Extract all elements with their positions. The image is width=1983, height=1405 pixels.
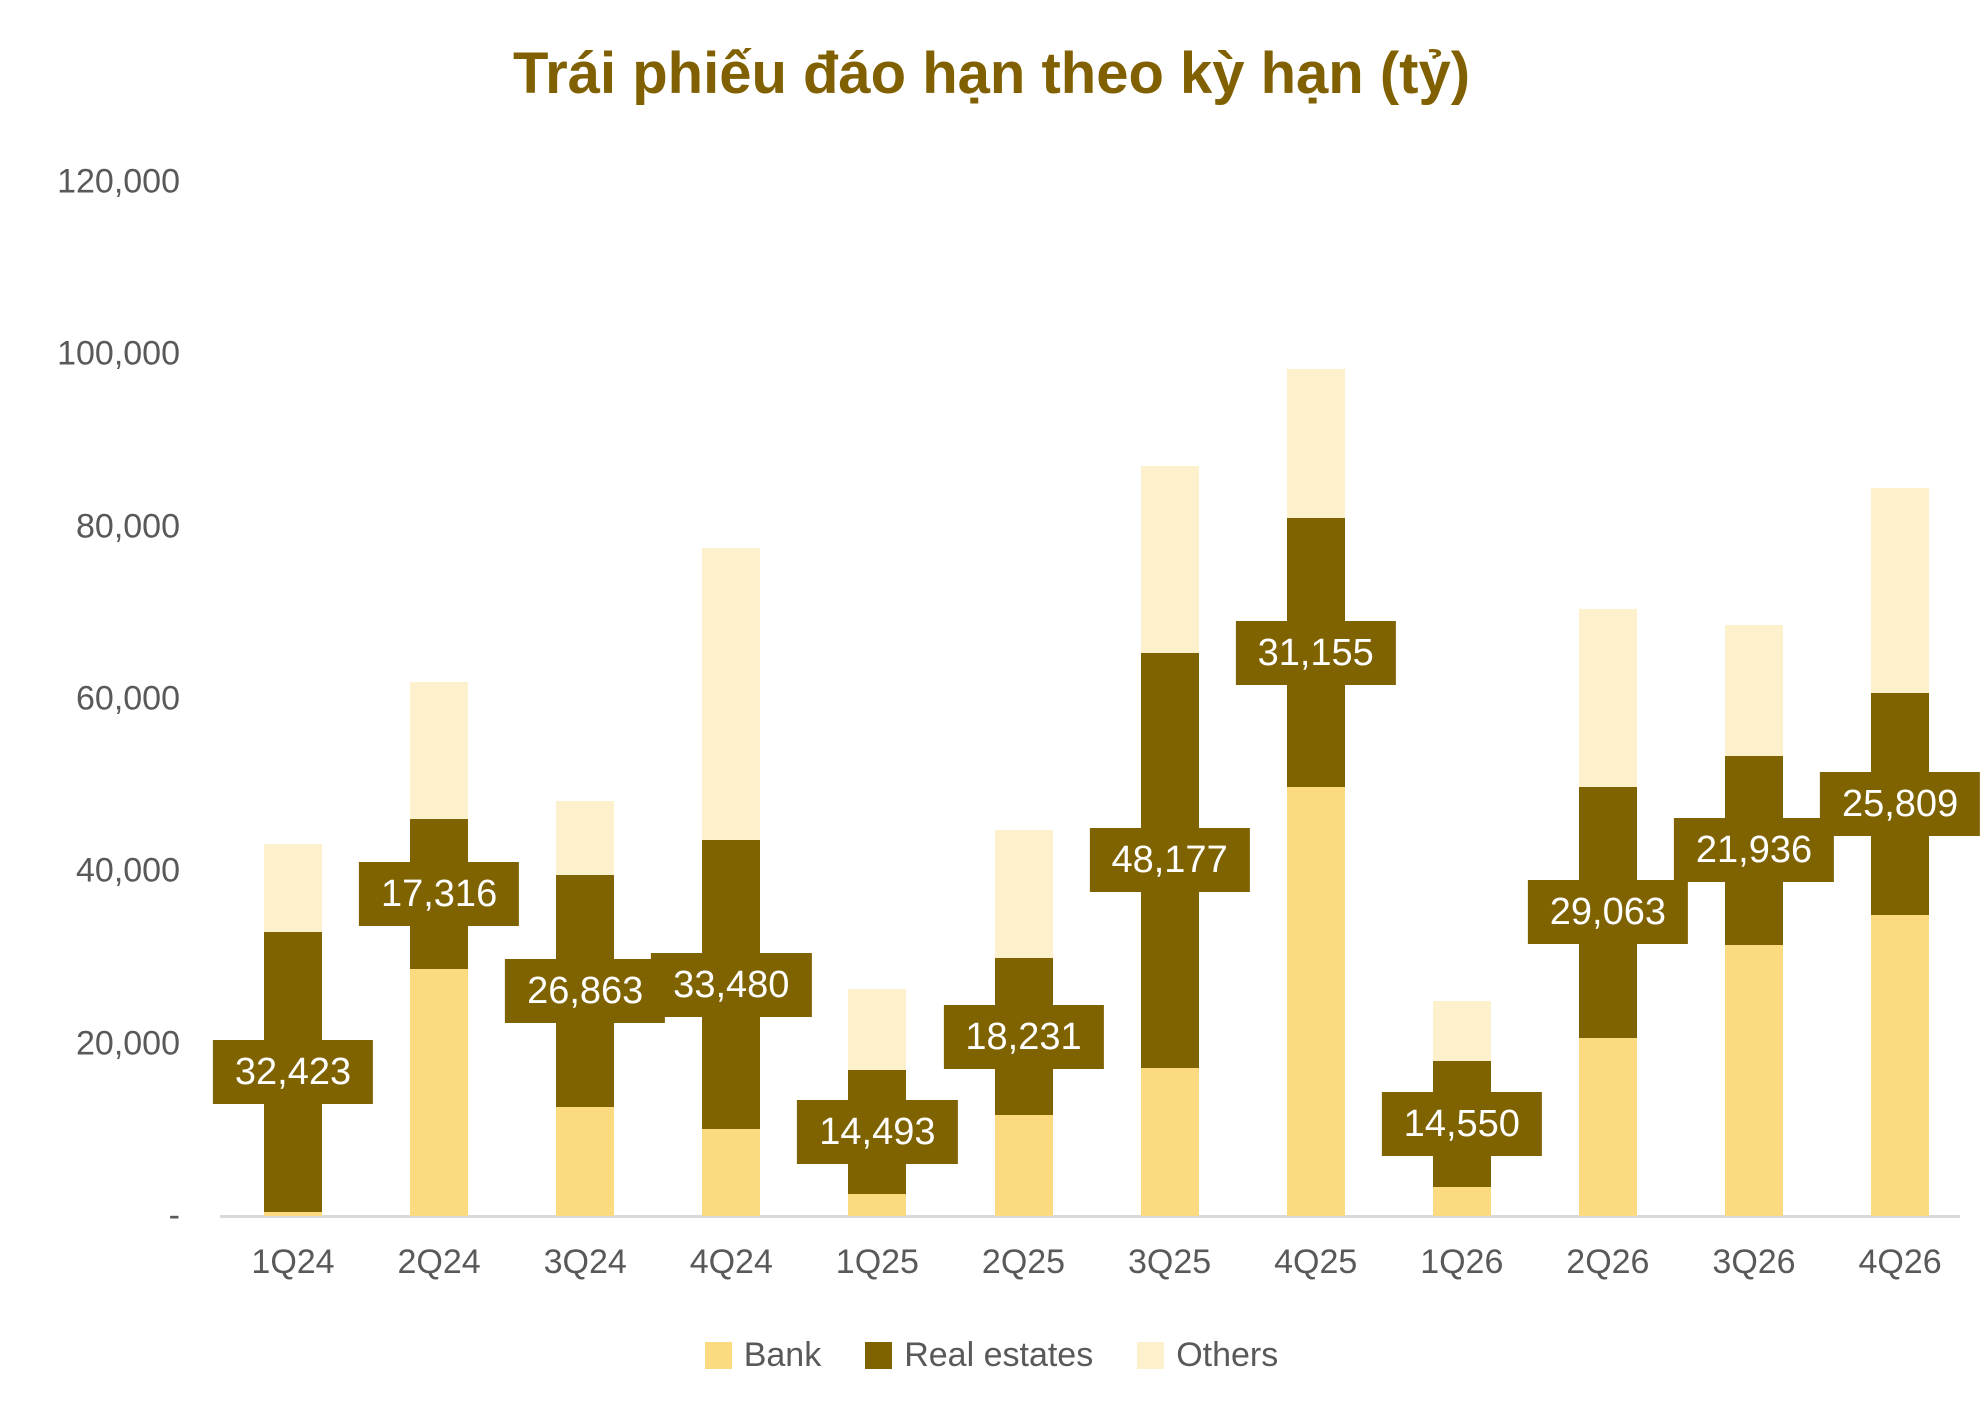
data-label-real-estates-4q25: 31,155 <box>1235 620 1396 685</box>
legend-label-bank: Bank <box>743 1336 822 1374</box>
bar-segment-others-3q24 <box>556 800 615 876</box>
bar-segment-others-1q24 <box>264 843 322 933</box>
bar-segment-others-1q25 <box>848 988 907 1070</box>
x-axis-category-label: 2Q26 <box>1566 1243 1650 1281</box>
x-axis-category-label: 4Q26 <box>1858 1243 1942 1281</box>
data-label-real-estates-3q25: 48,177 <box>1089 828 1250 893</box>
y-axis-tick-label: - <box>168 1196 180 1235</box>
x-axis-category-label: 1Q24 <box>251 1243 335 1281</box>
x-axis-line <box>220 1215 1960 1218</box>
y-axis-tick-label: 40,000 <box>76 851 180 890</box>
y-axis-tick-label: 80,000 <box>76 507 180 546</box>
bar-segment-bank-1q26 <box>1432 1186 1491 1216</box>
bar-segment-bank-3q25 <box>1140 1067 1199 1216</box>
bar-segment-bank-4q26 <box>1871 915 1930 1216</box>
data-label-real-estates-2q26: 29,063 <box>1527 880 1689 945</box>
legend-swatch-bank-icon <box>704 1342 732 1369</box>
x-axis-category-label: 2Q25 <box>981 1243 1066 1281</box>
legend-item-bank: Bank <box>704 1336 822 1375</box>
bar-segment-others-4q25 <box>1286 368 1345 519</box>
legend: Bank Real estates Others <box>0 1336 1983 1375</box>
y-axis-tick-label: 60,000 <box>76 679 180 718</box>
legend-label-others: Others <box>1176 1336 1279 1374</box>
bar-segment-bank-4q25 <box>1286 786 1345 1216</box>
bar-segment-others-2q26 <box>1578 608 1637 788</box>
x-axis-category-label: 3Q26 <box>1712 1243 1796 1281</box>
bar-segment-others-3q25 <box>1140 465 1199 653</box>
legend-swatch-real_estates-icon <box>865 1342 893 1369</box>
legend-item-real_estates: Real estates <box>865 1336 1093 1375</box>
y-axis-tick-label: 100,000 <box>57 334 180 373</box>
legend-label-real_estates: Real estates <box>904 1336 1094 1374</box>
bar-segment-others-2q24 <box>410 682 469 820</box>
bar-segment-bank-2q25 <box>994 1115 1053 1216</box>
bar-segment-others-4q24 <box>702 548 761 841</box>
bar-segment-bank-3q24 <box>556 1106 615 1216</box>
x-axis-category-label: 3Q24 <box>543 1243 627 1281</box>
data-label-real-estates-3q24: 26,863 <box>505 958 666 1023</box>
x-axis-category-label: 3Q25 <box>1128 1243 1212 1281</box>
data-label-real-estates-4q24: 33,480 <box>651 952 812 1017</box>
x-axis-category-label: 1Q26 <box>1420 1243 1504 1281</box>
bar-segment-bank-2q24 <box>410 968 469 1216</box>
bar-segment-bank-1q24 <box>264 1211 322 1216</box>
data-label-real-estates-4q26: 25,809 <box>1819 772 1981 837</box>
x-axis-category-label: 2Q24 <box>397 1243 481 1281</box>
data-label-real-estates-2q24: 17,316 <box>358 862 520 927</box>
bar-segment-others-3q26 <box>1725 624 1783 756</box>
x-axis-category-label: 4Q24 <box>689 1243 773 1281</box>
y-axis-tick-label: 120,000 <box>57 162 180 201</box>
data-label-real-estates-1q24: 32,423 <box>212 1040 374 1104</box>
bar-segment-bank-3q26 <box>1725 944 1783 1216</box>
bar-segment-others-2q25 <box>994 829 1053 959</box>
data-label-real-estates-3q26: 21,936 <box>1673 818 1835 883</box>
data-label-real-estates-1q26: 14,550 <box>1381 1092 1542 1157</box>
bar-segment-bank-1q25 <box>848 1194 907 1216</box>
bar-segment-bank-4q24 <box>702 1128 761 1216</box>
data-label-real-estates-1q25: 14,493 <box>797 1100 958 1165</box>
legend-item-others: Others <box>1137 1336 1278 1375</box>
y-axis-tick-label: 20,000 <box>76 1024 180 1063</box>
x-axis-category-label: 4Q25 <box>1274 1243 1358 1281</box>
bar-segment-bank-2q26 <box>1578 1037 1637 1216</box>
bar-segment-others-1q26 <box>1432 1001 1491 1062</box>
chart-title: Trái phiếu đáo hạn theo kỳ hạn (tỷ) <box>512 41 1471 106</box>
bar-segment-others-4q26 <box>1871 487 1930 693</box>
legend-swatch-others-icon <box>1137 1342 1165 1369</box>
x-axis-category-label: 1Q25 <box>835 1243 919 1281</box>
data-label-real-estates-2q25: 18,231 <box>943 1004 1104 1069</box>
